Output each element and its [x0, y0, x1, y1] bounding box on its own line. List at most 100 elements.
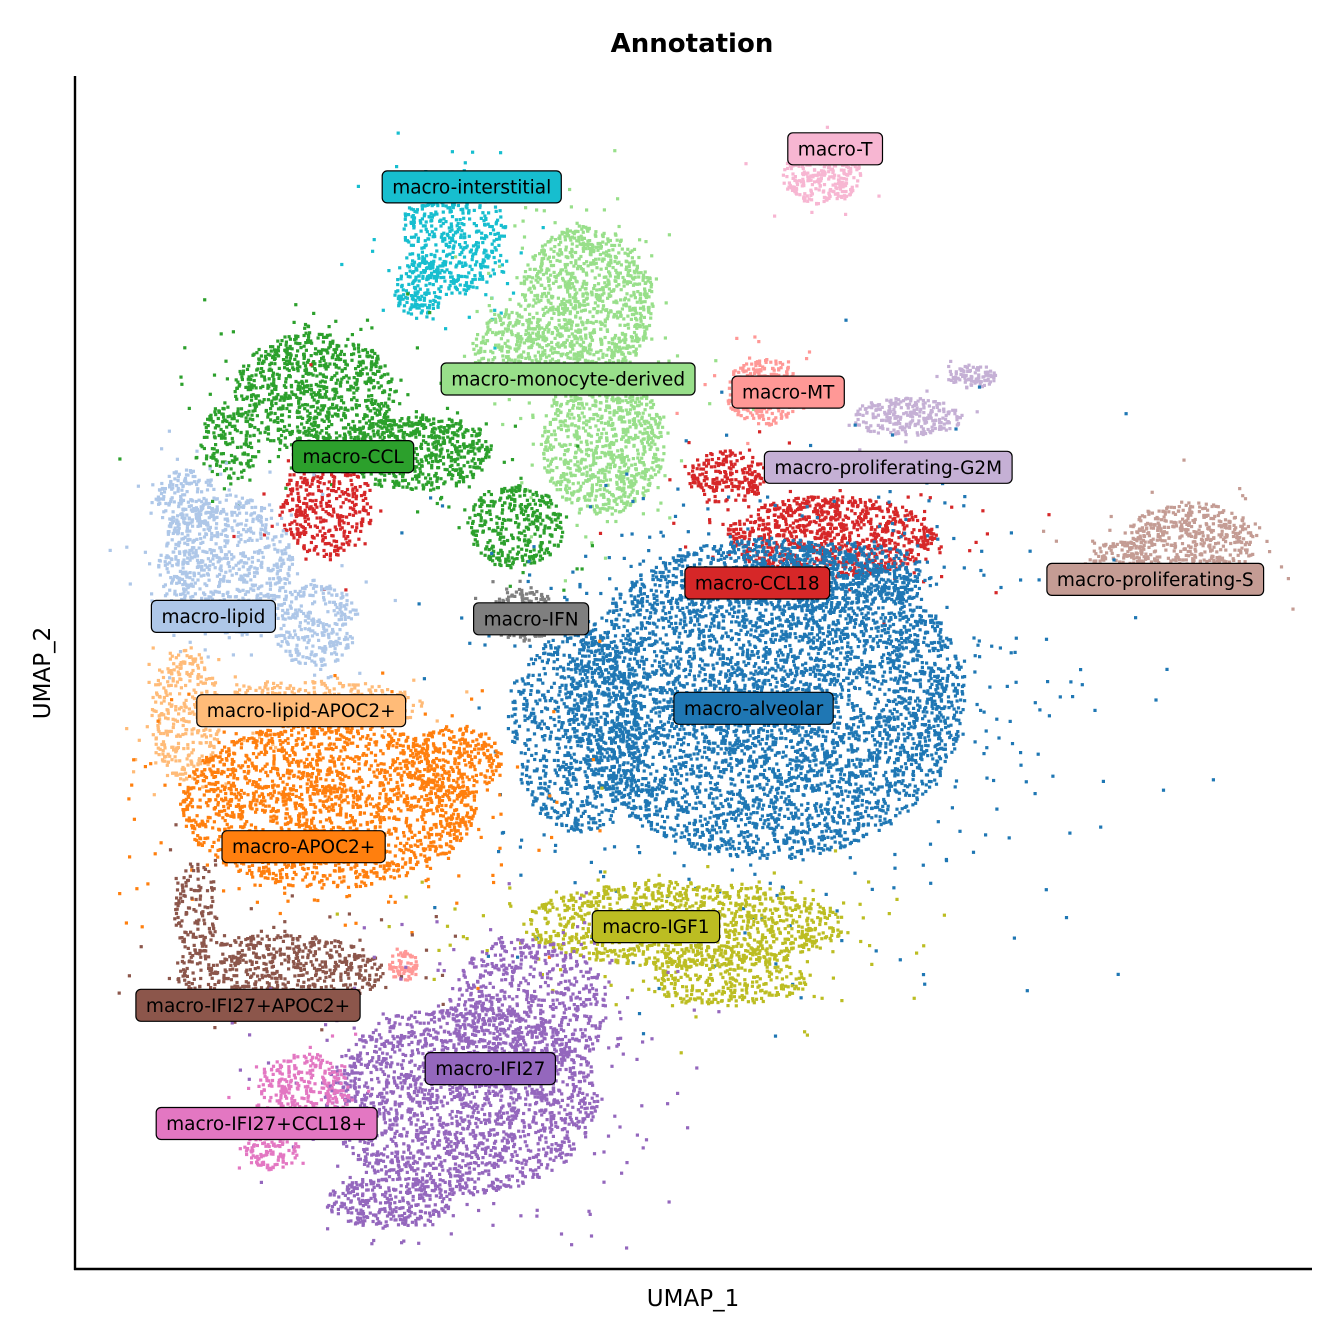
data-point	[841, 181, 844, 184]
data-point	[642, 494, 645, 497]
data-point	[585, 292, 588, 295]
data-point	[335, 366, 338, 369]
data-point	[399, 379, 402, 382]
data-point	[610, 424, 613, 427]
data-point	[630, 464, 633, 467]
data-point	[396, 283, 399, 286]
data-point	[452, 251, 455, 254]
data-point	[843, 197, 846, 200]
data-point	[583, 280, 586, 283]
data-point	[859, 172, 862, 175]
data-point	[924, 401, 927, 404]
data-point	[277, 429, 280, 432]
data-point	[621, 399, 624, 402]
data-point	[509, 298, 512, 301]
data-point	[566, 339, 569, 342]
data-point	[596, 304, 599, 307]
data-point	[647, 468, 650, 471]
data-point	[786, 167, 789, 170]
data-point	[425, 254, 428, 257]
data-point	[285, 359, 288, 362]
data-point	[379, 366, 382, 369]
data-point	[627, 344, 630, 347]
data-point	[325, 414, 328, 417]
data-point	[291, 430, 294, 433]
data-point	[814, 187, 817, 190]
data-point	[915, 403, 918, 406]
data-point	[582, 231, 585, 234]
data-point	[659, 502, 662, 505]
data-point	[435, 276, 438, 279]
data-point	[552, 282, 555, 285]
data-point	[428, 282, 431, 285]
data-point	[322, 436, 325, 439]
data-point	[759, 369, 762, 372]
data-point	[517, 303, 520, 306]
data-point	[919, 397, 922, 400]
data-point	[897, 432, 900, 435]
data-point	[754, 370, 757, 373]
data-point	[351, 333, 354, 336]
data-point	[387, 269, 390, 272]
data-point	[260, 354, 263, 357]
data-point	[573, 354, 576, 357]
data-point	[639, 301, 642, 304]
data-point	[595, 413, 598, 416]
data-point	[577, 359, 580, 362]
data-point	[590, 441, 593, 444]
data-point	[604, 444, 607, 447]
data-point	[411, 252, 414, 255]
data-point	[977, 373, 980, 376]
data-point	[425, 261, 428, 264]
data-point	[568, 498, 571, 501]
data-point	[494, 318, 497, 321]
data-point	[560, 480, 563, 483]
data-point	[651, 461, 654, 464]
data-point	[358, 420, 361, 423]
data-point	[398, 959, 401, 962]
data-point	[232, 330, 235, 333]
data-point	[496, 232, 499, 235]
data-point	[444, 327, 447, 330]
data-point	[410, 294, 413, 297]
data-point	[602, 288, 605, 291]
data-point	[580, 450, 583, 453]
data-point	[575, 430, 578, 433]
data-point	[325, 349, 328, 352]
data-point	[955, 370, 958, 373]
data-point	[267, 426, 270, 429]
data-point	[435, 249, 438, 252]
data-point	[612, 315, 615, 318]
data-point	[517, 315, 520, 318]
data-point	[929, 415, 932, 418]
data-point	[484, 293, 487, 296]
data-point	[420, 230, 423, 233]
data-point	[542, 226, 545, 229]
data-point	[557, 297, 560, 300]
data-point	[471, 255, 474, 258]
data-point	[483, 350, 486, 353]
data-point	[550, 448, 553, 451]
data-point	[599, 349, 602, 352]
data-point	[413, 286, 416, 289]
data-point	[292, 368, 295, 371]
data-point	[373, 407, 376, 410]
data-point	[466, 275, 469, 278]
data-point	[417, 257, 420, 260]
data-point	[359, 328, 362, 331]
data-point	[605, 267, 608, 270]
data-point	[650, 417, 653, 420]
data-point	[240, 375, 243, 378]
data-point	[546, 471, 549, 474]
data-point	[428, 292, 431, 295]
data-point	[476, 310, 479, 313]
data-point	[665, 301, 668, 304]
data-point	[488, 320, 491, 323]
data-point	[868, 406, 871, 409]
data-point	[744, 162, 747, 165]
data-point	[570, 248, 573, 251]
data-point	[628, 352, 631, 355]
data-point	[298, 342, 301, 345]
data-point	[332, 407, 335, 410]
data-point	[598, 437, 601, 440]
